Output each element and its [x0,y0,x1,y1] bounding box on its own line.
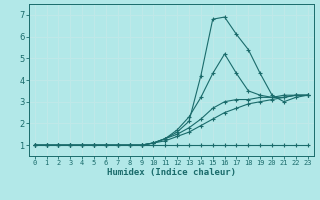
X-axis label: Humidex (Indice chaleur): Humidex (Indice chaleur) [107,168,236,177]
